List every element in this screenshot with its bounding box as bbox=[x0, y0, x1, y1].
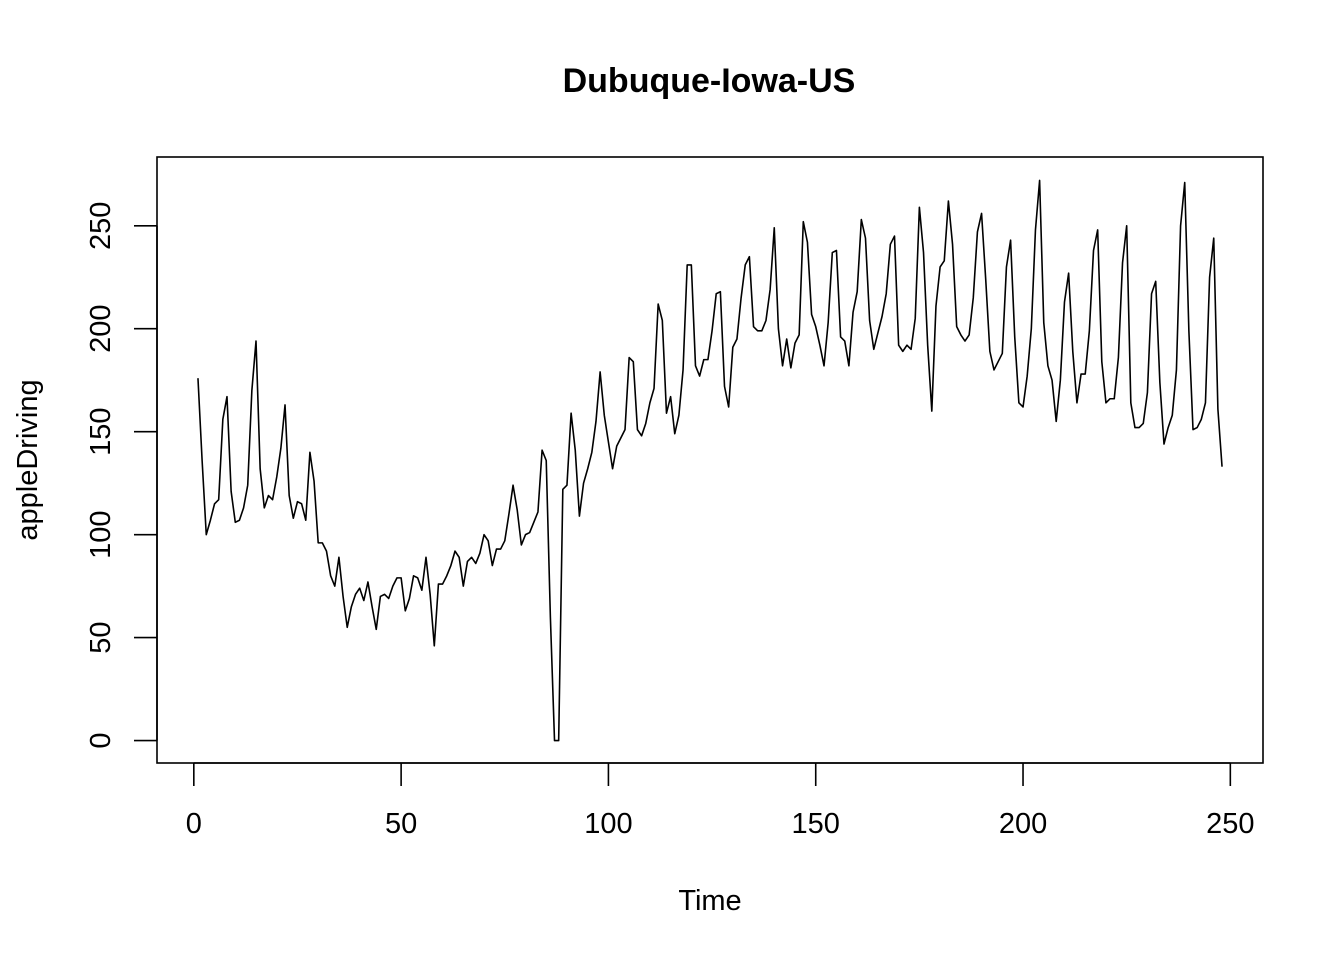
x-axis-label: Time bbox=[678, 885, 741, 917]
x-tick-label-100: 100 bbox=[584, 808, 632, 840]
y-tick-label-0: 0 bbox=[85, 732, 117, 748]
x-tick-label-0: 0 bbox=[186, 808, 202, 840]
y-tick-label-150: 150 bbox=[85, 407, 117, 455]
y-tick-label-100: 100 bbox=[85, 510, 117, 558]
y-axis-label: appleDriving bbox=[12, 379, 44, 540]
x-axis: 0 50 100 150 200 250 bbox=[186, 762, 1255, 840]
series-line-apple-driving bbox=[197, 179, 1223, 742]
y-tick-label-50: 50 bbox=[85, 621, 117, 653]
chart-title: Dubuque-Iowa-US bbox=[563, 62, 856, 100]
x-tick-label-150: 150 bbox=[792, 808, 840, 840]
x-tick-label-200: 200 bbox=[999, 808, 1047, 840]
y-axis: 0 50 100 150 200 250 bbox=[85, 202, 158, 749]
x-tick-label-250: 250 bbox=[1206, 808, 1254, 840]
y-tick-label-250: 250 bbox=[85, 202, 117, 250]
plot-frame bbox=[156, 156, 1264, 764]
y-tick-label-200: 200 bbox=[85, 305, 117, 353]
x-tick-label-50: 50 bbox=[385, 808, 417, 840]
